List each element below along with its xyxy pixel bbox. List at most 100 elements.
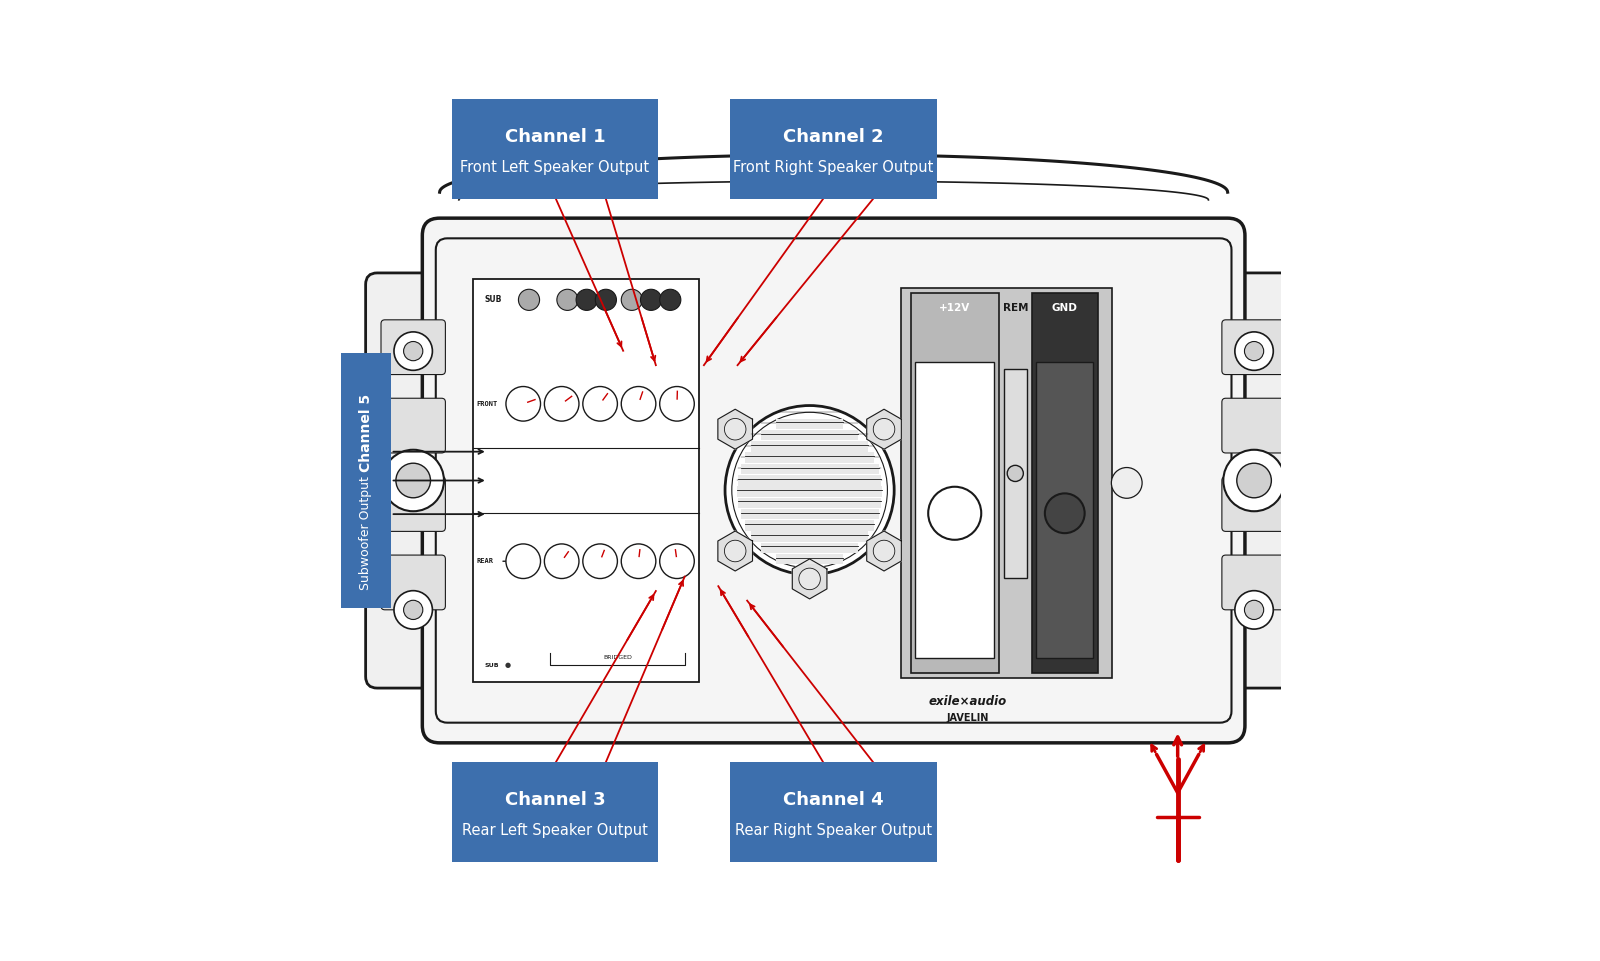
Circle shape — [595, 289, 616, 310]
Circle shape — [1245, 341, 1264, 360]
Text: +12V: +12V — [939, 303, 970, 312]
Text: FRONT: FRONT — [477, 401, 498, 407]
Bar — [776, 554, 843, 564]
Bar — [901, 288, 1112, 678]
Polygon shape — [792, 559, 827, 599]
Bar — [738, 475, 882, 485]
Circle shape — [874, 418, 894, 440]
Bar — [1032, 293, 1098, 673]
Text: Rear Left Speaker Output: Rear Left Speaker Output — [462, 823, 648, 838]
Text: REAR: REAR — [477, 558, 493, 564]
Text: Channel 1: Channel 1 — [504, 128, 605, 146]
Bar — [741, 464, 878, 475]
FancyBboxPatch shape — [1206, 273, 1302, 688]
Polygon shape — [718, 409, 752, 449]
Bar — [752, 531, 867, 542]
Text: Channel 3: Channel 3 — [504, 791, 605, 809]
FancyBboxPatch shape — [366, 273, 461, 688]
Circle shape — [1235, 591, 1274, 629]
Circle shape — [403, 601, 422, 620]
Polygon shape — [867, 531, 901, 571]
Bar — [910, 293, 998, 673]
Circle shape — [659, 289, 682, 310]
Text: SUB: SUB — [485, 295, 502, 305]
Circle shape — [659, 386, 694, 421]
Bar — [752, 441, 867, 452]
Bar — [741, 508, 878, 519]
Circle shape — [382, 450, 443, 511]
FancyBboxPatch shape — [1222, 320, 1286, 375]
Text: REM: REM — [1003, 303, 1029, 312]
Circle shape — [1006, 465, 1024, 481]
Text: Front Left Speaker Output: Front Left Speaker Output — [461, 160, 650, 175]
FancyBboxPatch shape — [435, 238, 1232, 723]
Text: Channel 5: Channel 5 — [358, 393, 373, 472]
Circle shape — [725, 406, 894, 575]
Bar — [451, 98, 658, 199]
Text: Rear Right Speaker Output: Rear Right Speaker Output — [734, 823, 933, 838]
Circle shape — [557, 289, 578, 310]
Text: Front Right Speaker Output: Front Right Speaker Output — [733, 160, 934, 175]
Bar — [915, 362, 994, 658]
Bar — [762, 543, 858, 554]
Text: JAVELIN: JAVELIN — [947, 713, 989, 723]
Circle shape — [725, 540, 746, 562]
Circle shape — [544, 544, 579, 579]
Circle shape — [518, 289, 539, 310]
Circle shape — [395, 463, 430, 498]
Circle shape — [506, 386, 541, 421]
Circle shape — [798, 568, 821, 590]
FancyBboxPatch shape — [422, 218, 1245, 743]
Circle shape — [659, 544, 694, 579]
Bar — [341, 353, 390, 607]
Text: Channel 2: Channel 2 — [784, 128, 883, 146]
FancyBboxPatch shape — [1222, 477, 1286, 531]
Circle shape — [1112, 467, 1142, 498]
Bar — [762, 430, 858, 440]
Bar — [451, 761, 658, 863]
Text: Channel 4: Channel 4 — [784, 791, 883, 809]
Text: BRIDGED: BRIDGED — [603, 655, 632, 660]
FancyBboxPatch shape — [1222, 555, 1286, 610]
Circle shape — [1224, 450, 1285, 511]
Bar — [730, 761, 938, 863]
FancyBboxPatch shape — [381, 555, 445, 610]
Circle shape — [1235, 332, 1274, 370]
Text: Subwoofer Output: Subwoofer Output — [358, 477, 373, 590]
FancyBboxPatch shape — [381, 477, 445, 531]
Bar — [1037, 362, 1093, 658]
Circle shape — [640, 289, 662, 310]
Text: GND: GND — [1051, 303, 1078, 312]
Circle shape — [725, 418, 746, 440]
Bar — [776, 419, 843, 430]
Circle shape — [403, 341, 422, 360]
FancyBboxPatch shape — [381, 320, 445, 375]
Polygon shape — [867, 409, 901, 449]
Text: SUB: SUB — [485, 662, 499, 668]
Circle shape — [506, 544, 541, 579]
Bar — [730, 98, 938, 199]
Bar — [746, 453, 874, 463]
Bar — [1003, 369, 1027, 578]
Circle shape — [874, 540, 894, 562]
FancyBboxPatch shape — [381, 398, 445, 453]
Polygon shape — [718, 531, 752, 571]
Text: ●: ● — [506, 662, 510, 668]
Circle shape — [1045, 493, 1085, 533]
Circle shape — [576, 289, 597, 310]
Circle shape — [582, 386, 618, 421]
Circle shape — [731, 412, 888, 568]
FancyBboxPatch shape — [1222, 398, 1286, 453]
Circle shape — [394, 332, 432, 370]
Circle shape — [621, 544, 656, 579]
Bar — [738, 498, 882, 508]
Circle shape — [928, 486, 981, 540]
Circle shape — [582, 544, 618, 579]
Circle shape — [544, 386, 579, 421]
Text: exile×audio: exile×audio — [930, 695, 1008, 708]
Circle shape — [1237, 463, 1272, 498]
Circle shape — [621, 386, 656, 421]
Circle shape — [1245, 601, 1264, 620]
Bar — [746, 520, 874, 530]
Bar — [738, 486, 882, 497]
